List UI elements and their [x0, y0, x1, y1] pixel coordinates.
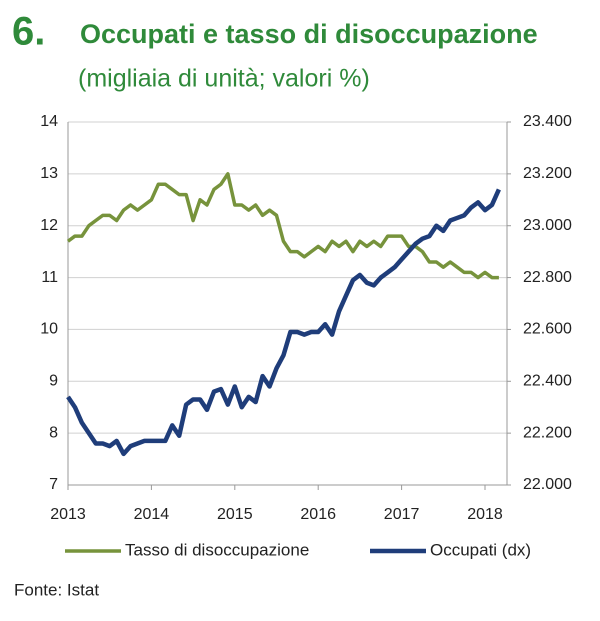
series-line [66, 188, 501, 457]
x-tick-label: 2014 [134, 506, 170, 523]
y2-tick-label: 22.200 [523, 424, 572, 441]
y-tick-label: 14 [40, 113, 58, 130]
y2-tick-label: 23.400 [523, 113, 572, 130]
y-tick-label: 7 [49, 476, 58, 493]
legend-label: Tasso di disoccupazione [125, 540, 309, 559]
x-tick-label: 2013 [50, 506, 86, 523]
y-tick-label: 11 [41, 269, 58, 286]
y-tick-label: 10 [40, 321, 58, 338]
series-line [66, 172, 499, 280]
y-tick-label: 12 [40, 217, 58, 234]
y2-tick-label: 23.200 [523, 165, 572, 182]
x-tick-label: 2017 [384, 506, 420, 523]
y-tick-label: 13 [40, 165, 58, 182]
y-tick-label: 8 [49, 424, 58, 441]
y-tick-label: 9 [49, 373, 58, 390]
y2-tick-label: 23.000 [523, 217, 572, 234]
x-tick-label: 2015 [217, 506, 253, 523]
y2-tick-label: 22.600 [523, 321, 572, 338]
x-tick-label: 2018 [467, 506, 503, 523]
y2-tick-label: 22.400 [523, 373, 572, 390]
x-tick-label: 2016 [300, 506, 336, 523]
legend-label: Occupati (dx) [430, 540, 531, 559]
chart-title: Occupati e tasso di disoccupazione [80, 19, 538, 49]
y2-tick-label: 22.800 [523, 269, 572, 286]
chart-subtitle: (migliaia di unità; valori %) [78, 65, 370, 93]
source: Fonte: Istat [14, 580, 99, 599]
y2-tick-label: 22.000 [523, 476, 572, 493]
chart-number: 6. [12, 10, 45, 54]
